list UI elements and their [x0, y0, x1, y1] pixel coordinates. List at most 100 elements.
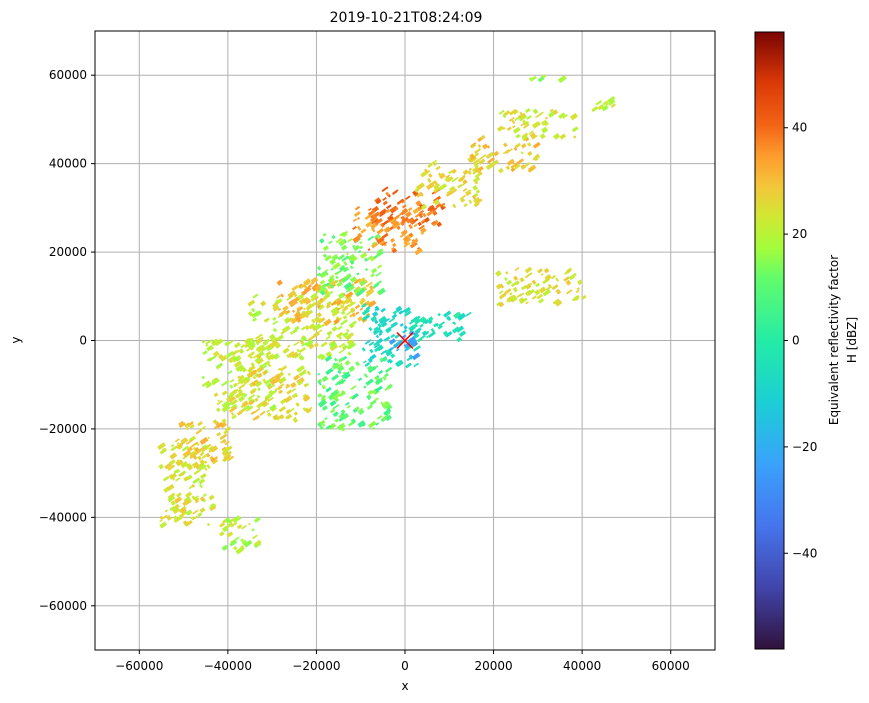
echo-cell	[189, 452, 197, 460]
echo-cell	[421, 330, 428, 337]
echo-cell	[321, 375, 329, 383]
echo-cell	[241, 524, 247, 530]
echo-cell	[333, 412, 338, 417]
echo-cell	[545, 116, 548, 120]
echo-cell	[359, 245, 364, 250]
echo-cell	[352, 225, 357, 231]
echo-cell	[355, 361, 361, 367]
echo-cell	[320, 323, 326, 328]
echo-cell	[219, 433, 228, 441]
echo-cell	[485, 162, 495, 171]
echo-cell	[520, 143, 527, 149]
echo-cell	[360, 228, 367, 234]
echo-cell	[365, 378, 374, 386]
echo-cell	[455, 325, 465, 333]
echo-cell	[169, 452, 178, 460]
echo-cell	[201, 375, 206, 380]
echo-cell	[383, 408, 392, 416]
echo-cell	[512, 126, 521, 134]
echo-cell	[385, 411, 391, 417]
echo-cell	[212, 419, 217, 424]
echo-cell	[256, 394, 261, 399]
echo-cell	[302, 283, 308, 290]
echo-cell	[276, 279, 283, 286]
echo-cell	[527, 150, 533, 157]
echo-cell	[204, 460, 208, 464]
echo-cell	[228, 406, 237, 413]
echo-cell	[296, 306, 304, 313]
echo-cell	[445, 174, 450, 179]
echo-cell	[254, 539, 262, 547]
echo-cell	[371, 218, 379, 225]
echo-cell	[243, 379, 251, 385]
echo-cell	[523, 120, 530, 126]
echo-cell	[298, 347, 307, 354]
echo-cell	[553, 133, 561, 140]
echo-cell	[329, 392, 336, 398]
echo-cell	[347, 351, 352, 356]
echo-cell	[353, 244, 361, 252]
echo-cell	[222, 439, 227, 444]
echo-cell	[200, 473, 207, 480]
echo-cell	[289, 294, 293, 298]
echo-cell	[509, 108, 518, 116]
echo-cell	[211, 458, 219, 465]
echo-cell	[229, 378, 235, 383]
echo-cell	[224, 450, 232, 458]
echo-cell	[176, 442, 180, 445]
echo-cell	[205, 343, 209, 347]
echo-cell	[371, 242, 379, 249]
echo-cell	[169, 459, 176, 466]
echo-cell	[201, 380, 210, 387]
echo-cell	[393, 214, 400, 220]
echo-cell	[493, 150, 500, 157]
y-tick-label: −40000	[39, 510, 87, 524]
echo-cell	[467, 157, 472, 162]
echo-cell	[314, 296, 319, 300]
echo-cell	[201, 447, 207, 452]
echo-cell	[277, 385, 283, 391]
echo-cell	[201, 453, 209, 459]
echo-cell	[395, 305, 403, 313]
echo-cell	[389, 346, 396, 351]
echo-cell	[190, 516, 194, 520]
echo-cell	[498, 167, 504, 174]
echo-cell	[355, 311, 360, 315]
echo-cell	[248, 398, 254, 404]
echo-cell	[199, 425, 206, 431]
echo-cell	[571, 295, 580, 302]
echo-cell	[531, 121, 541, 129]
echo-cell	[451, 176, 459, 183]
echo-cell	[322, 245, 329, 252]
echo-cell	[374, 305, 380, 312]
echo-cell	[269, 377, 274, 381]
echo-cell	[392, 242, 397, 248]
echo-cell	[259, 410, 266, 416]
echo-cell	[226, 394, 235, 403]
echo-cell	[304, 310, 311, 317]
echo-cell	[554, 299, 563, 307]
echo-cell	[469, 153, 474, 158]
echo-cell	[216, 421, 224, 429]
echo-cell	[173, 503, 180, 510]
echo-cell	[233, 342, 241, 349]
echo-cell	[254, 381, 259, 386]
echo-cell	[520, 151, 524, 155]
echo-cell	[171, 446, 178, 452]
echo-cell	[366, 404, 373, 410]
echo-cell	[293, 374, 301, 381]
echo-cell	[370, 315, 378, 323]
echo-cell	[272, 317, 277, 321]
echo-cell	[195, 465, 200, 470]
echo-cell	[404, 310, 412, 317]
echo-cell	[384, 366, 393, 373]
echo-cell	[235, 546, 244, 555]
echo-cell	[291, 284, 299, 292]
echo-cell	[210, 503, 215, 507]
echo-cell	[324, 268, 329, 273]
echo-cell	[430, 159, 437, 166]
echo-cell	[267, 384, 273, 390]
echo-cell	[462, 179, 468, 184]
echo-cell	[516, 293, 522, 298]
echo-cell	[527, 142, 532, 147]
